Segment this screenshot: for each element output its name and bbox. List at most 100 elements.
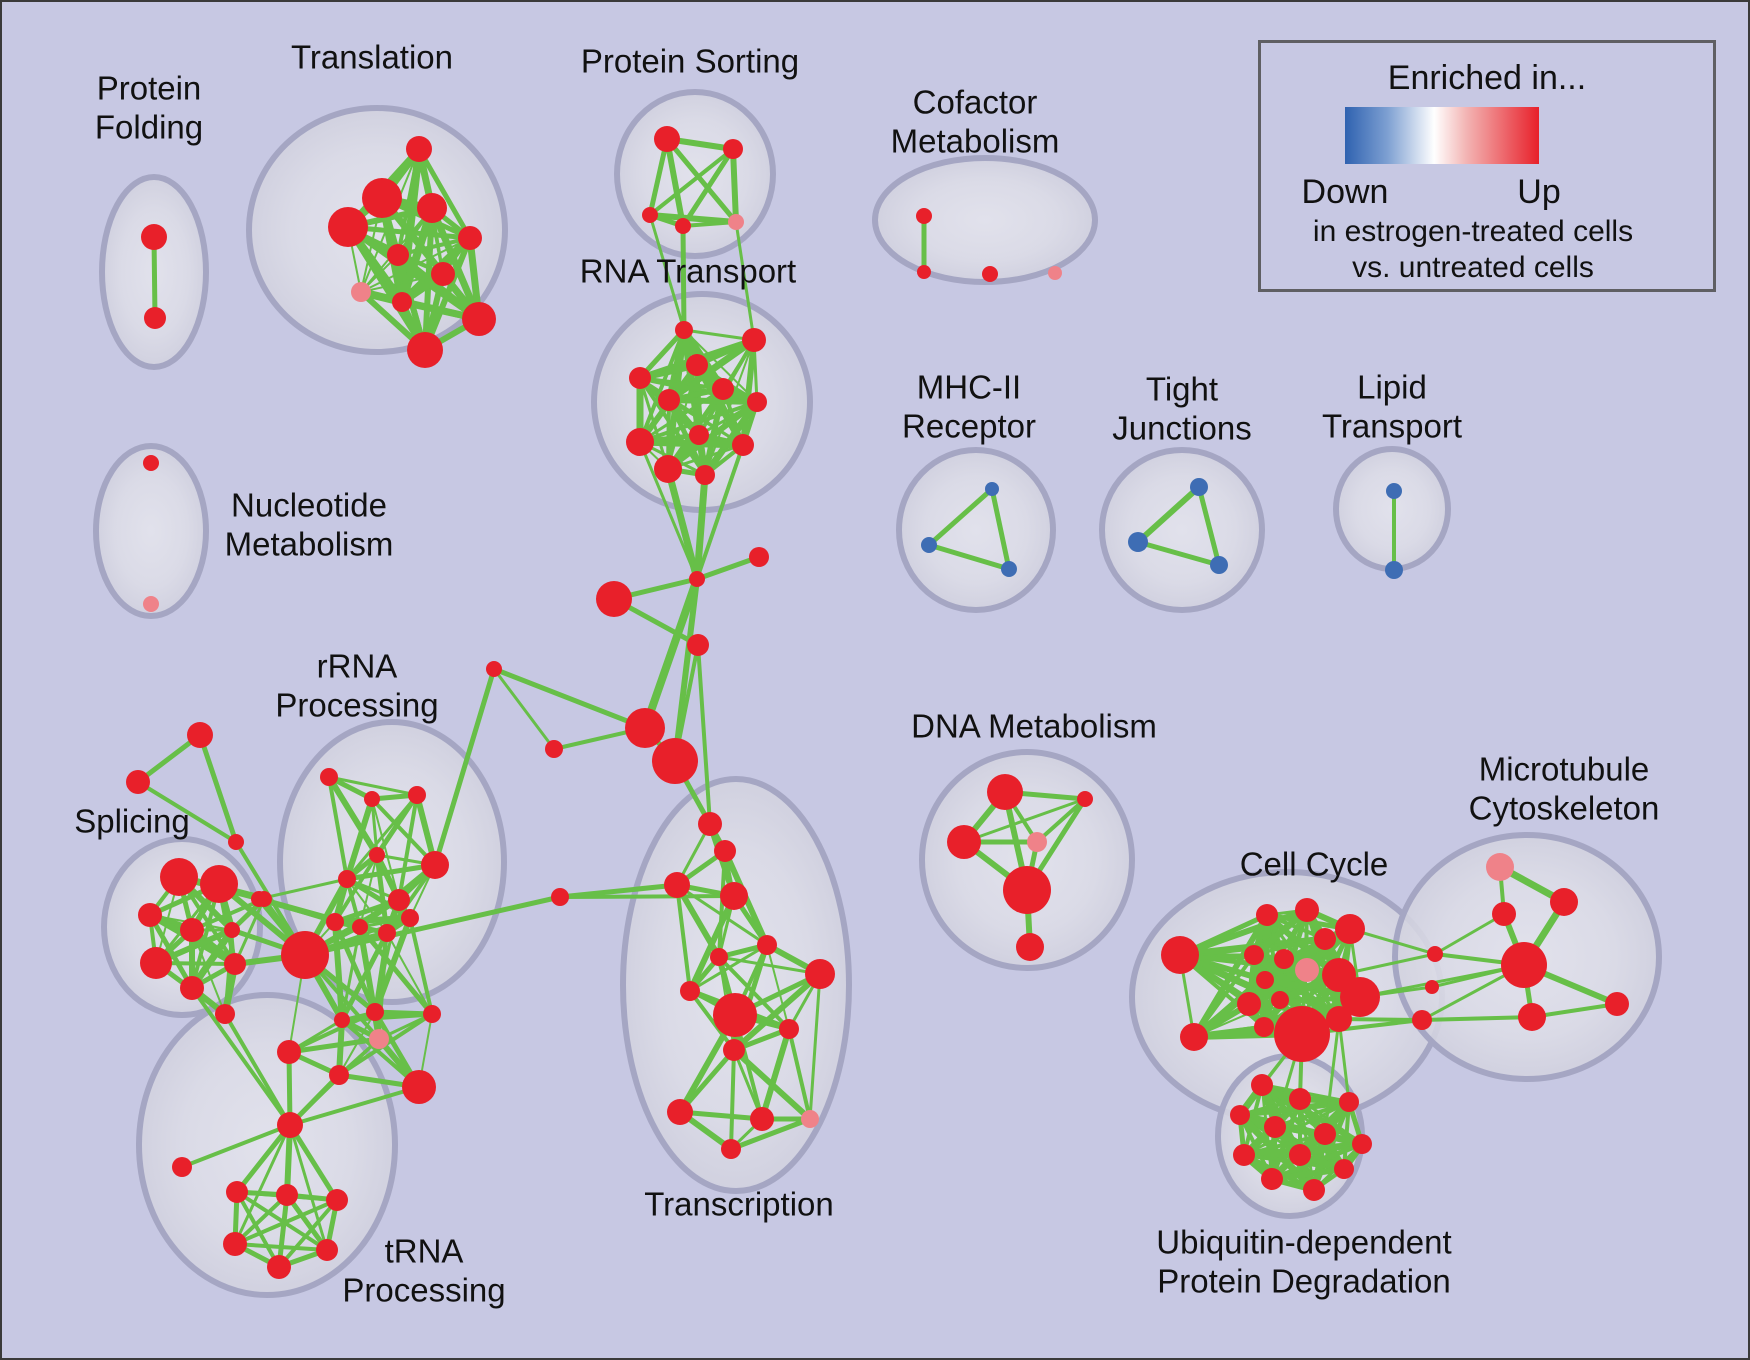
gene-set-node-rna_transport-7[interactable] — [689, 425, 709, 445]
gene-set-node-protein_folding-1[interactable] — [144, 307, 166, 329]
gene-set-node-rna_transport-6[interactable] — [747, 392, 767, 412]
gene-set-node-tight_junctions-1[interactable] — [1128, 532, 1148, 552]
gene-set-node-transcription-1[interactable] — [652, 738, 698, 784]
gene-set-node-splicing-7[interactable] — [180, 976, 204, 1000]
gene-set-node-cell_cycle-10[interactable] — [1256, 971, 1274, 989]
gene-set-node-rna_transport-2[interactable] — [686, 354, 708, 376]
gene-set-node-rrna-11[interactable] — [251, 891, 267, 907]
gene-set-node-splicing-6[interactable] — [140, 947, 172, 979]
gene-set-node-translation-2[interactable] — [417, 193, 447, 223]
gene-set-node-trna-6[interactable] — [316, 1239, 338, 1261]
gene-set-node-rna_transport-1[interactable] — [742, 328, 766, 352]
gene-set-node-rrna-18[interactable] — [329, 1065, 349, 1085]
gene-set-node-rna_transport-5[interactable] — [712, 378, 734, 400]
gene-set-node-nucleotide-1[interactable] — [143, 596, 159, 612]
gene-set-node-connectors-0[interactable] — [596, 581, 632, 617]
gene-set-node-protein_sorting-3[interactable] — [675, 218, 691, 234]
gene-set-node-trna-1[interactable] — [172, 1157, 192, 1177]
gene-set-node-microtubule-5[interactable] — [1605, 992, 1629, 1016]
gene-set-node-connectors-4[interactable] — [545, 740, 563, 758]
gene-set-node-cell_cycle-4[interactable] — [1295, 898, 1319, 922]
gene-set-node-rrna-13[interactable] — [366, 1003, 384, 1021]
gene-set-node-transcription-8[interactable] — [680, 981, 700, 1001]
gene-set-node-rrna-17[interactable] — [277, 1040, 301, 1064]
gene-set-node-tight_junctions-2[interactable] — [1210, 556, 1228, 574]
gene-set-node-cell_cycle-3[interactable] — [1256, 904, 1278, 926]
gene-set-node-ubiquitin-9[interactable] — [1334, 1159, 1354, 1179]
gene-set-node-transcription-3[interactable] — [714, 840, 736, 862]
gene-set-node-ubiquitin-2[interactable] — [1339, 1092, 1359, 1112]
gene-set-node-microtubule-6[interactable] — [1427, 946, 1443, 962]
gene-set-node-cofactor-1[interactable] — [917, 265, 931, 279]
gene-set-node-connectors-1[interactable] — [689, 571, 705, 587]
gene-set-node-mhc-1[interactable] — [921, 537, 937, 553]
gene-set-node-transcription-2[interactable] — [698, 812, 722, 836]
gene-set-node-trna-7[interactable] — [267, 1255, 291, 1279]
gene-set-node-rrna-5[interactable] — [421, 851, 449, 879]
gene-set-node-transcription-11[interactable] — [779, 1019, 799, 1039]
gene-set-node-cell_cycle-5[interactable] — [1314, 928, 1336, 950]
gene-set-node-microtubule-2[interactable] — [1492, 902, 1516, 926]
gene-set-node-rrna-9[interactable] — [378, 924, 396, 942]
gene-set-node-transcription-6[interactable] — [757, 935, 777, 955]
gene-set-node-cell_cycle-1[interactable] — [1180, 1023, 1208, 1051]
gene-set-node-microtubule-4[interactable] — [1518, 1003, 1546, 1031]
gene-set-node-rna_transport-0[interactable] — [675, 321, 693, 339]
gene-set-node-rna_transport-3[interactable] — [629, 367, 651, 389]
gene-set-node-dna-2[interactable] — [947, 825, 981, 859]
gene-set-node-ubiquitin-8[interactable] — [1289, 1144, 1311, 1166]
gene-set-node-connectors-3[interactable] — [687, 634, 709, 656]
gene-set-node-transcription-10[interactable] — [713, 993, 757, 1037]
gene-set-node-cell_cycle-13[interactable] — [1340, 977, 1380, 1017]
gene-set-node-translation-8[interactable] — [392, 292, 412, 312]
gene-set-node-ubiquitin-1[interactable] — [1289, 1088, 1311, 1110]
gene-set-node-translation-6[interactable] — [431, 262, 455, 286]
gene-set-node-cell_cycle-8[interactable] — [1274, 949, 1294, 969]
gene-set-node-mhc-0[interactable] — [985, 482, 999, 496]
gene-set-node-transcription-14[interactable] — [750, 1107, 774, 1131]
gene-set-node-rrna-10[interactable] — [401, 909, 419, 927]
gene-set-node-trna-5[interactable] — [223, 1232, 247, 1256]
gene-set-node-dna-3[interactable] — [1027, 832, 1047, 852]
gene-set-node-microtubule-3[interactable] — [1501, 942, 1547, 988]
gene-set-node-protein_folding-0[interactable] — [141, 224, 167, 250]
gene-set-node-ubiquitin-7[interactable] — [1233, 1144, 1255, 1166]
gene-set-node-ubiquitin-5[interactable] — [1314, 1123, 1336, 1145]
gene-set-node-cofactor-3[interactable] — [1048, 266, 1062, 280]
gene-set-node-ubiquitin-0[interactable] — [1251, 1074, 1273, 1096]
gene-set-node-splicing-3[interactable] — [180, 918, 204, 942]
gene-set-node-trna-0[interactable] — [277, 1112, 303, 1138]
gene-set-node-splicing-0[interactable] — [160, 858, 198, 896]
gene-set-node-rna_transport-8[interactable] — [626, 428, 654, 456]
gene-set-node-splicing-1[interactable] — [200, 865, 238, 903]
gene-set-node-rna_transport-9[interactable] — [732, 434, 754, 456]
gene-set-node-splicing_arm-2[interactable] — [228, 834, 244, 850]
gene-set-node-splicing-9[interactable] — [215, 1004, 235, 1024]
gene-set-node-rrna-6[interactable] — [388, 889, 410, 911]
gene-set-node-trna-2[interactable] — [226, 1181, 248, 1203]
gene-set-node-translation-3[interactable] — [328, 207, 368, 247]
gene-set-node-connectors-5[interactable] — [486, 661, 502, 677]
gene-set-node-rrna-1[interactable] — [364, 791, 380, 807]
gene-set-node-rrna-16[interactable] — [369, 1029, 389, 1049]
gene-set-node-splicing-8[interactable] — [224, 953, 246, 975]
gene-set-node-splicing_arm-1[interactable] — [126, 770, 150, 794]
gene-set-node-cell_cycle-7[interactable] — [1244, 945, 1264, 965]
gene-set-node-rrna-12[interactable] — [281, 931, 329, 979]
gene-set-node-translation-0[interactable] — [406, 136, 432, 162]
gene-set-node-microtubule-8[interactable] — [1412, 1010, 1432, 1030]
gene-set-node-tight_junctions-0[interactable] — [1190, 478, 1208, 496]
gene-set-node-ubiquitin-3[interactable] — [1230, 1105, 1250, 1125]
gene-set-node-protein_sorting-2[interactable] — [642, 207, 658, 223]
gene-set-node-translation-5[interactable] — [387, 244, 409, 266]
gene-set-node-nucleotide-0[interactable] — [143, 455, 159, 471]
gene-set-node-protein_sorting-1[interactable] — [723, 139, 743, 159]
gene-set-node-transcription-7[interactable] — [710, 948, 728, 966]
gene-set-node-microtubule-0[interactable] — [1486, 853, 1514, 881]
gene-set-node-rrna-14[interactable] — [423, 1005, 441, 1023]
gene-set-node-protein_sorting-0[interactable] — [654, 126, 680, 152]
gene-set-node-rrna-0[interactable] — [320, 768, 338, 786]
gene-set-node-rrna-15[interactable] — [334, 1012, 350, 1028]
gene-set-node-cell_cycle-16[interactable] — [1326, 1006, 1352, 1032]
gene-set-node-cofactor-0[interactable] — [916, 208, 932, 224]
